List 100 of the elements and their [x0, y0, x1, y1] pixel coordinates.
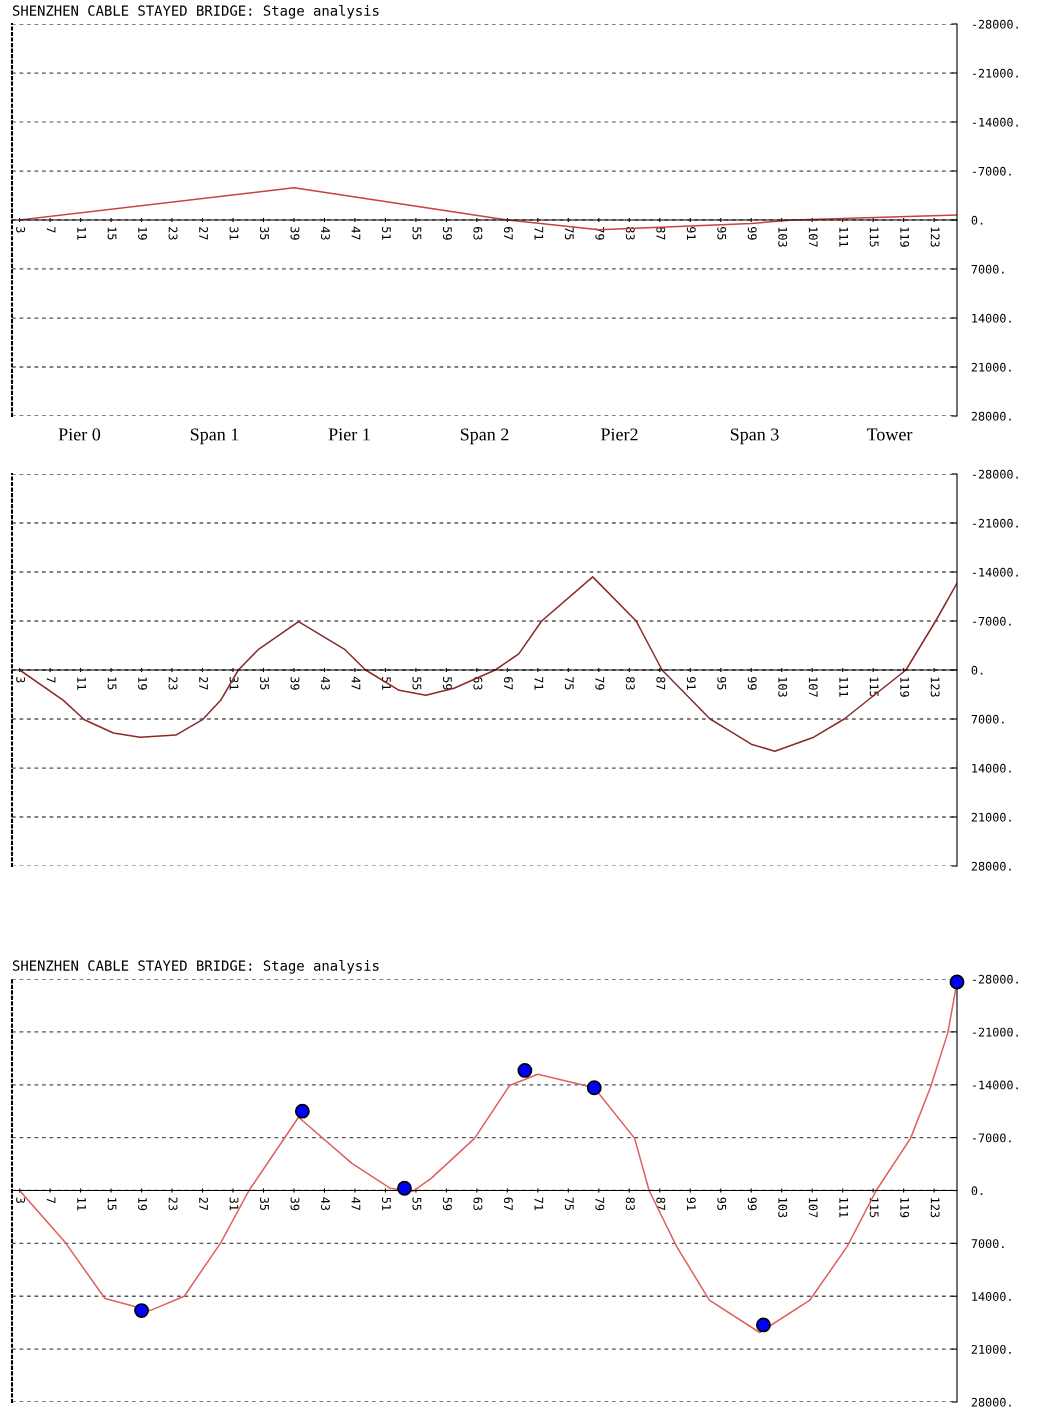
line-series — [18, 576, 957, 752]
x-tick-label: 67 — [503, 677, 513, 690]
x-tick-label: 111 — [839, 1198, 848, 1218]
x-tick-label: 71 — [534, 227, 544, 240]
x-tick-label: 63 — [473, 677, 483, 690]
point — [294, 1103, 310, 1119]
x-tick-label: 55 — [412, 227, 422, 240]
x-tick-label: 59 — [442, 677, 452, 690]
x-tick-label: 15 — [107, 227, 117, 240]
x-tick-label: 123 — [930, 227, 940, 247]
x-tick-label: 79 — [595, 1197, 605, 1211]
x-tick-label: 3 — [16, 227, 26, 233]
x-tick-label: 71 — [534, 677, 544, 690]
x-tick-label: 43 — [321, 1197, 330, 1211]
y-tick-label: -14000. — [972, 567, 1018, 577]
x-tick-label: 19 — [138, 227, 148, 240]
y-tick-label: -14000. — [972, 1080, 1018, 1090]
x-tick-label: 103 — [778, 677, 788, 697]
x-tick-label: 19 — [138, 677, 148, 690]
x-tick-label: 67 — [503, 227, 513, 240]
x-tick-label: 63 — [473, 1197, 483, 1211]
x-tick-label: 67 — [503, 1197, 513, 1211]
x-tick-label: 71 — [534, 1197, 544, 1211]
x-tick-label: 111 — [839, 227, 848, 247]
x-tick-label: 47 — [351, 226, 361, 240]
x-tick-label: 51 — [381, 1197, 391, 1211]
x-tick-label: 43 — [321, 226, 330, 240]
x-tick-label: 119 — [900, 677, 910, 697]
x-tick-label: 83 — [625, 1197, 635, 1211]
x-tick-label: 95 — [717, 676, 727, 690]
y-tick-label: -28000. — [972, 974, 1018, 984]
point — [756, 1317, 771, 1333]
x-tick-label: 23 — [168, 1197, 178, 1211]
x-tick-label: 75 — [564, 227, 574, 240]
point — [949, 974, 965, 990]
x-tick-label: 3 — [16, 1197, 26, 1203]
x-tick-label: 23 — [168, 227, 178, 240]
x-tick-label: 7 — [46, 227, 56, 233]
y-tick-label: 7000. — [971, 264, 1004, 274]
x-tick-label: 115 — [869, 227, 879, 247]
x-tick-label: 27 — [199, 1197, 208, 1211]
x-tick-label: 99 — [747, 1197, 757, 1211]
x-tick-label: 31 — [229, 227, 239, 240]
y-tick-label: 21000. — [971, 362, 1011, 372]
y-tick-label: 28000. — [971, 861, 1011, 871]
y-tick-label: -14000. — [972, 117, 1018, 127]
x-tick-label: 107 — [808, 677, 818, 697]
x-tick-label: 39 — [290, 677, 300, 690]
x-tick-label: 119 — [900, 1198, 910, 1218]
x-tick-label: 59 — [442, 1197, 452, 1211]
x-tick-label: 15 — [107, 1198, 117, 1211]
y-tick-label: -28000. — [972, 469, 1018, 479]
x-tick-label: 75 — [564, 677, 574, 690]
y-tick-label: -7000. — [972, 1133, 1011, 1143]
text: Pier 0 — [58, 428, 101, 441]
x-tick-label: 103 — [778, 227, 788, 247]
y-tick-label: 7000. — [971, 1239, 1004, 1249]
x-tick-label: 107 — [808, 1198, 818, 1218]
text: Span 3 — [730, 428, 779, 445]
point — [397, 1180, 412, 1196]
y-tick-label: -21000. — [972, 1027, 1018, 1037]
x-tick-label: 39 — [290, 1197, 300, 1211]
point — [134, 1303, 149, 1319]
x-tick-label: 111 — [839, 677, 848, 697]
x-tick-label: 99 — [747, 676, 757, 690]
x-tick-label: 83 — [625, 677, 635, 690]
x-tick-label: 91 — [686, 226, 696, 240]
x-tick-label: 55 — [412, 1197, 422, 1211]
x-tick-label: 47 — [351, 1197, 361, 1211]
x-tick-label: 51 — [381, 227, 391, 240]
x-tick-label: 11 — [77, 677, 86, 690]
y-tick-label: 21000. — [971, 812, 1011, 822]
x-tick-label: 95 — [717, 226, 727, 240]
x-tick-label: 27 — [199, 227, 208, 240]
point — [586, 1080, 602, 1096]
y-tick-label: -21000. — [972, 68, 1018, 78]
y-tick-label: -21000. — [972, 518, 1018, 528]
y-tick-label: 21000. — [971, 1344, 1011, 1354]
y-tick-label: 7000. — [971, 714, 1004, 724]
x-tick-label: 63 — [473, 227, 483, 240]
x-tick-label: 107 — [808, 227, 818, 247]
x-tick-label: 31 — [229, 1197, 239, 1211]
y-tick-label: 14000. — [972, 313, 1011, 323]
x-tick-label: 27 — [199, 677, 208, 690]
y-tick-label: -7000. — [972, 616, 1011, 626]
x-tick-label: 43 — [321, 676, 330, 690]
x-tick-label: 87 — [656, 677, 666, 690]
x-tick-label: 115 — [869, 677, 879, 697]
x-tick-label: 31 — [229, 677, 239, 690]
x-tick-label: 19 — [138, 1198, 148, 1211]
x-tick-label: 47 — [351, 676, 361, 690]
chart-title: SHENZHEN CABLE STAYED BRIDGE: Stage analysis — [12, 960, 379, 974]
x-tick-label: 99 — [747, 226, 757, 240]
x-tick-label: 95 — [717, 1197, 727, 1211]
x-tick-label: 87 — [656, 1197, 666, 1211]
x-tick-label: 59 — [442, 227, 452, 240]
y-tick-label: -7000. — [972, 166, 1011, 176]
x-tick-label: 75 — [564, 1197, 574, 1211]
text: Tower — [866, 428, 913, 441]
x-tick-label: 7 — [46, 677, 56, 683]
